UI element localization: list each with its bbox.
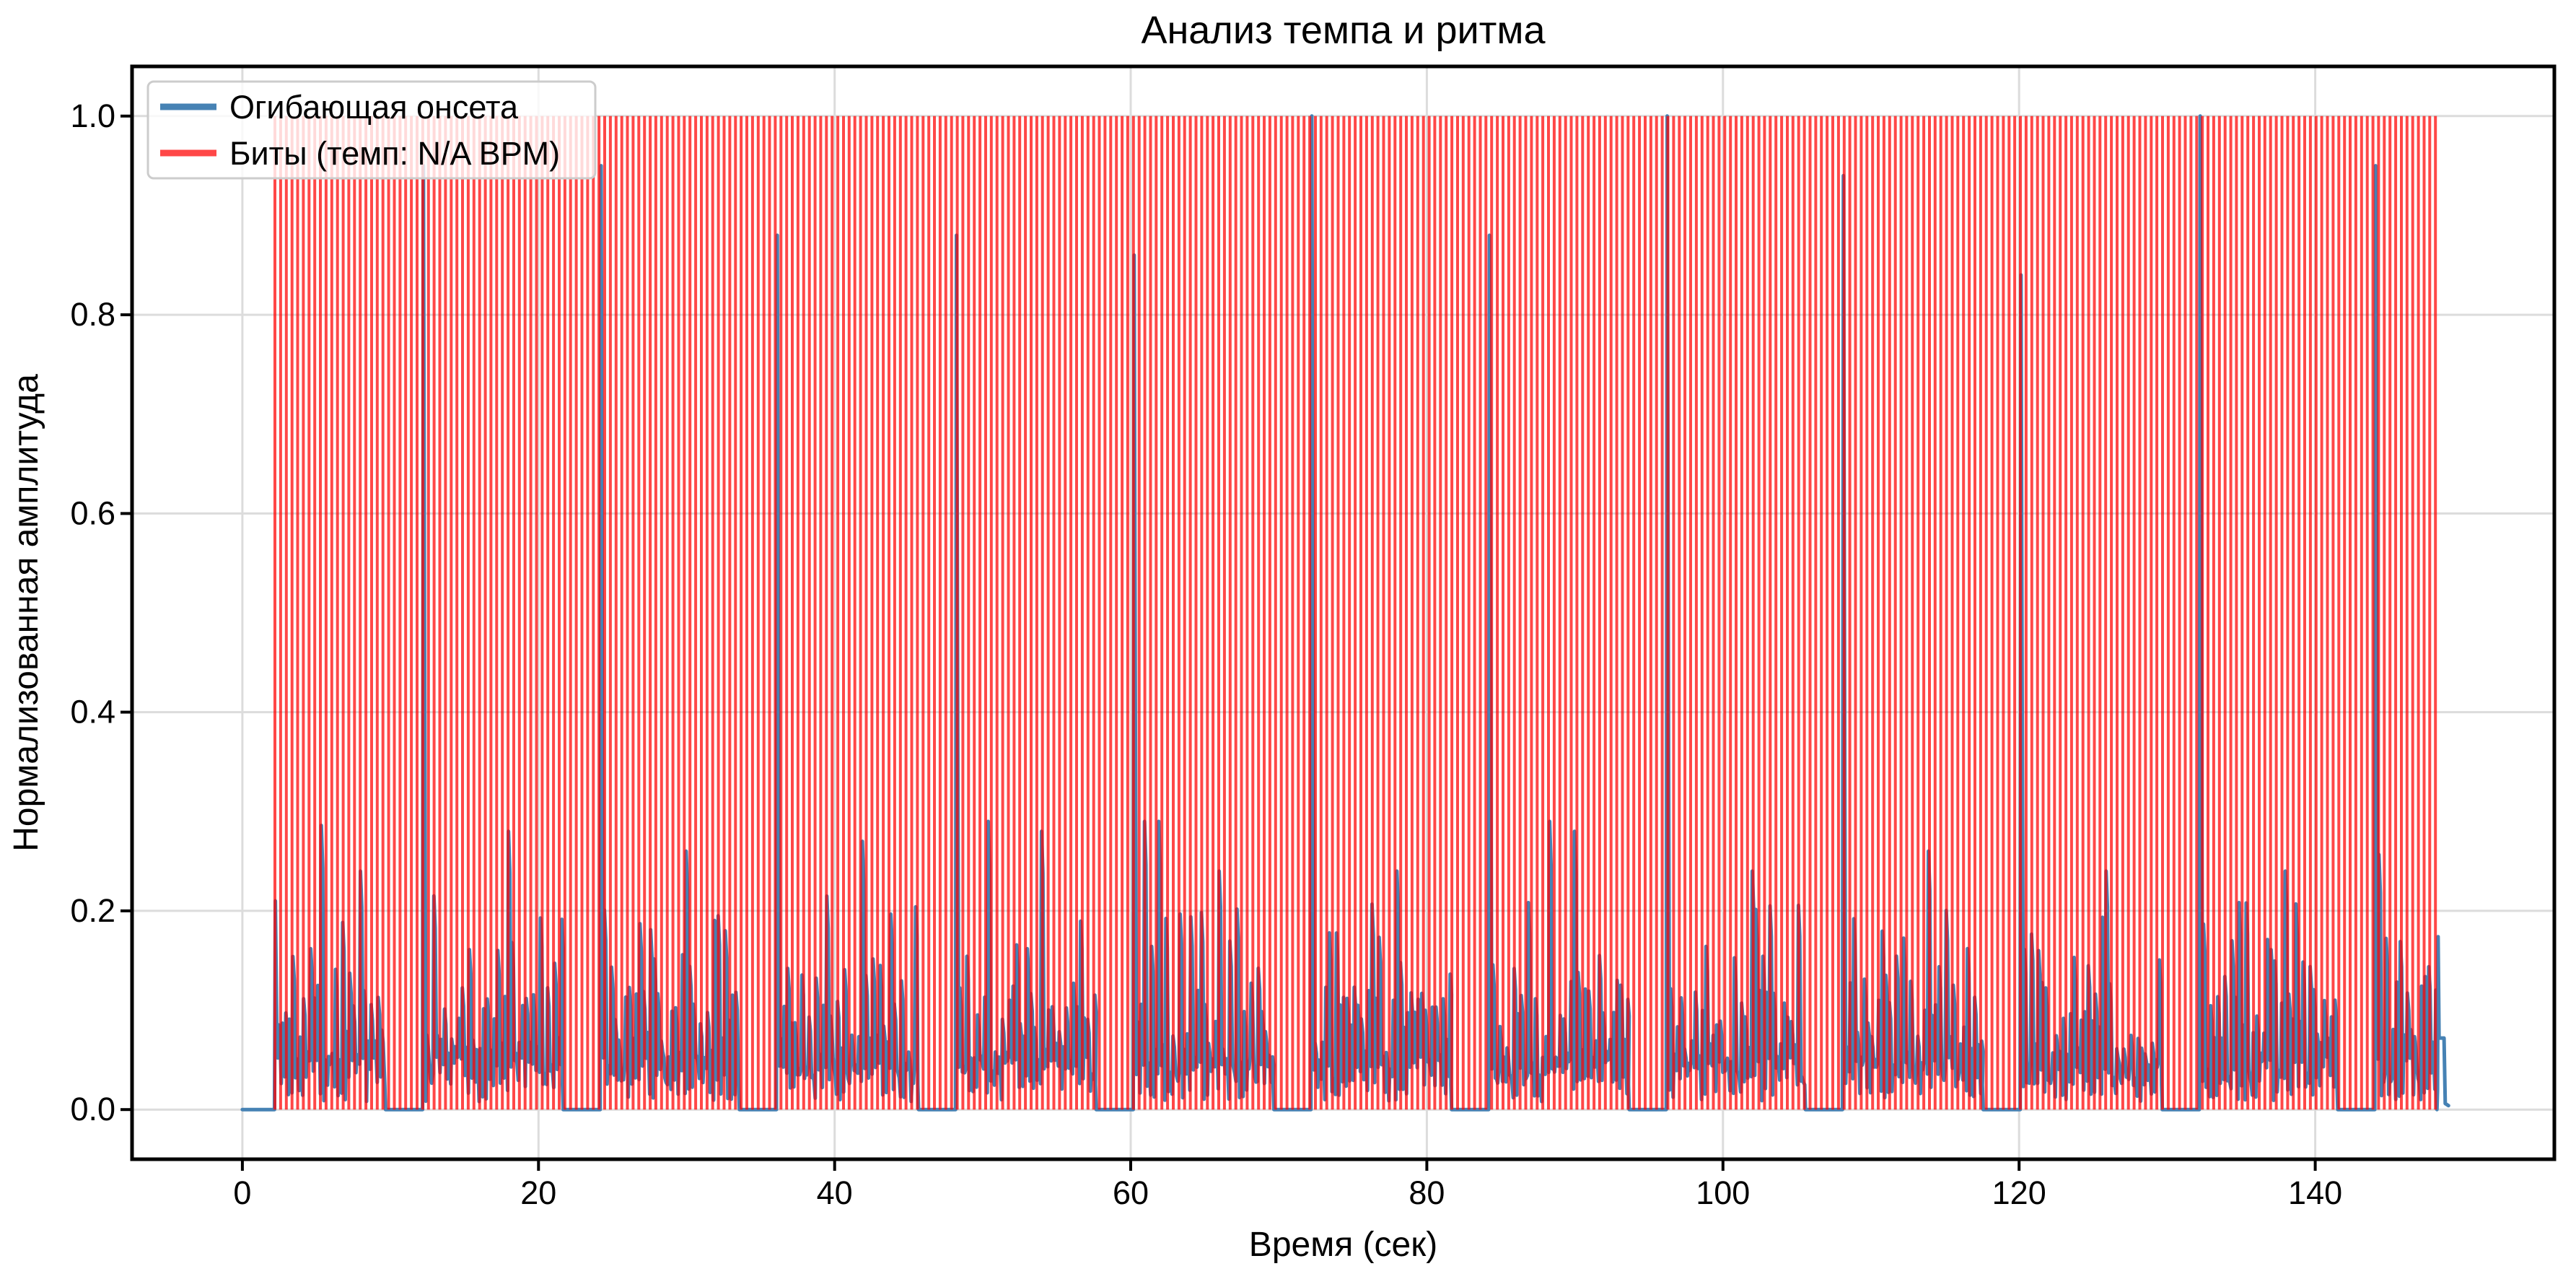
plot-border [130, 64, 2557, 1161]
y-tick-label: 0.8 [70, 296, 115, 333]
legend-envelope-label: Огибающая онсета [229, 89, 519, 126]
x-tick-label: 120 [1992, 1174, 2046, 1211]
x-tick-label: 100 [1696, 1174, 1750, 1211]
x-tick-label: 140 [2288, 1174, 2342, 1211]
beats-vlines [273, 115, 2437, 1110]
y-axis-ticks: 0.0 0.2 0.4 0.6 0.8 1.0 [70, 97, 132, 1127]
x-tick-label: 0 [233, 1174, 251, 1211]
legend-box [146, 80, 597, 180]
x-tick-label: 20 [520, 1174, 556, 1211]
y-tick-label: 0.0 [70, 1091, 115, 1127]
x-tick-label: 40 [817, 1174, 853, 1211]
chart-title: Анализ темпа и ритма [1141, 9, 1546, 52]
legend: Огибающая онсета Биты (темп: N/A BPM) [146, 80, 597, 180]
x-tick-label: 80 [1409, 1174, 1445, 1211]
y-tick-label: 0.6 [70, 494, 115, 531]
x-tick-label: 60 [1113, 1174, 1149, 1211]
y-axis-label: Нормализованная амплитуда [7, 374, 45, 852]
x-axis-label: Время (сек) [1249, 1226, 1437, 1264]
legend-beats-label: Биты (темп: N/A BPM) [229, 135, 560, 172]
y-tick-label: 0.2 [70, 892, 115, 929]
y-tick-label: 0.4 [70, 694, 115, 730]
x-axis-ticks: 0 20 40 60 80 100 120 140 [233, 1159, 2342, 1211]
y-tick-label: 1.0 [70, 97, 115, 134]
